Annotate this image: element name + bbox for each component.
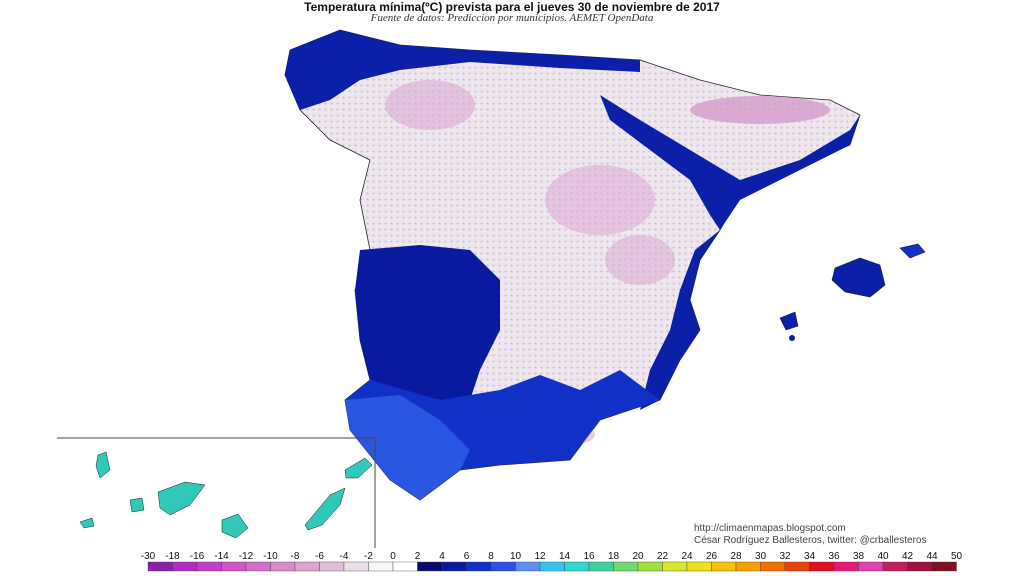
credits: http://climaenmapas.blogspot.com César R… bbox=[694, 523, 926, 547]
legend-tick-label: -4 bbox=[340, 551, 349, 562]
island-lanzarote bbox=[344, 457, 373, 479]
legend-swatch bbox=[392, 561, 418, 572]
legend-swatch bbox=[588, 561, 614, 572]
legend-swatch bbox=[662, 561, 688, 572]
island-gran-canaria bbox=[221, 513, 249, 539]
legend-swatch bbox=[294, 561, 320, 572]
legend-swatch bbox=[172, 561, 198, 572]
legend-swatch bbox=[417, 561, 443, 572]
legend-tick-label: 44 bbox=[926, 551, 938, 562]
island-mallorca bbox=[831, 257, 886, 298]
legend-tick-label: 40 bbox=[877, 551, 889, 562]
legend-swatch bbox=[907, 561, 933, 572]
legend-swatch bbox=[441, 561, 467, 572]
legend-tick-label: 24 bbox=[681, 551, 693, 562]
frost-zone-pyrenees bbox=[690, 96, 830, 124]
frost-zone-leon bbox=[385, 80, 475, 130]
frost-zone-soria bbox=[545, 165, 655, 235]
color-legend: -30 -18 -16 -14 -12 -10 -8 -6 -4 -2 0 2 4 6 8 10 12 14 16 1… bbox=[141, 551, 963, 572]
island-gomera bbox=[129, 497, 145, 513]
island-formentera bbox=[789, 335, 795, 341]
legend-swatch bbox=[147, 561, 173, 572]
island-ibiza bbox=[779, 311, 799, 331]
legend-swatch bbox=[931, 561, 957, 572]
legend-tick-label: -14 bbox=[214, 551, 229, 562]
legend-swatch bbox=[686, 561, 712, 572]
map-subtitle: Fuente de datos: Prediccion por municipi… bbox=[370, 12, 654, 24]
legend-swatch bbox=[735, 561, 761, 572]
legend-swatch bbox=[882, 561, 908, 572]
legend-tick-label: -2 bbox=[364, 551, 373, 562]
legend-swatch bbox=[196, 561, 222, 572]
canarias-inset-frame bbox=[57, 437, 376, 548]
legend-tick-label: 6 bbox=[464, 551, 470, 562]
island-fuerteventura bbox=[304, 487, 346, 531]
legend-swatch bbox=[711, 561, 737, 572]
island-menorca bbox=[899, 243, 926, 259]
legend-tick-label: 10 bbox=[510, 551, 522, 562]
legend-swatch bbox=[564, 561, 590, 572]
legend-tick-label: -18 bbox=[165, 551, 180, 562]
legend-tick-label: 8 bbox=[488, 551, 494, 562]
legend-swatch bbox=[784, 561, 810, 572]
legend-tick-label: -6 bbox=[315, 551, 324, 562]
legend-swatch bbox=[319, 561, 345, 572]
legend-tick-label: 22 bbox=[657, 551, 669, 562]
legend-swatch bbox=[539, 561, 565, 572]
legend-tick-label: 42 bbox=[902, 551, 914, 562]
island-la-palma bbox=[95, 451, 111, 479]
mild-zone-cantabrian bbox=[285, 30, 640, 110]
legend-swatch bbox=[270, 561, 296, 572]
legend-swatch bbox=[760, 561, 786, 572]
temperature-map bbox=[57, 29, 926, 548]
legend-tick-label: -12 bbox=[239, 551, 254, 562]
warm-zone-huelva-cadiz bbox=[345, 395, 470, 500]
legend-tick-label: 34 bbox=[804, 551, 816, 562]
frost-zone-teruel bbox=[605, 235, 675, 285]
mild-zone-extremadura bbox=[355, 245, 500, 400]
legend-swatch bbox=[613, 561, 639, 572]
legend-swatch bbox=[490, 561, 516, 572]
mild-zone-ebro bbox=[600, 95, 860, 230]
legend-tick-label: 0 bbox=[390, 551, 396, 562]
legend-swatch bbox=[515, 561, 541, 572]
legend-swatch bbox=[221, 561, 247, 572]
legend-tick-label: 38 bbox=[853, 551, 865, 562]
legend-tick-label: 36 bbox=[828, 551, 840, 562]
legend-tick-label: 4 bbox=[439, 551, 445, 562]
legend-tick-label: 30 bbox=[755, 551, 767, 562]
legend-swatch bbox=[343, 561, 369, 572]
blog-url: http://climaenmapas.blogspot.com bbox=[694, 523, 846, 534]
legend-tick-label: 2 bbox=[415, 551, 421, 562]
legend-tick-label: -30 bbox=[141, 551, 156, 562]
legend-swatch bbox=[368, 561, 394, 572]
legend-swatch bbox=[833, 561, 859, 572]
legend-swatch bbox=[858, 561, 884, 572]
legend-tick-label: 28 bbox=[730, 551, 742, 562]
legend-swatch bbox=[809, 561, 835, 572]
legend-swatch bbox=[245, 561, 271, 572]
legend-swatch bbox=[637, 561, 663, 572]
author-credit: César Rodríguez Ballesteros, twitter: @c… bbox=[694, 535, 927, 546]
legend-tick-label: -8 bbox=[291, 551, 300, 562]
legend-tick-label: 14 bbox=[559, 551, 571, 562]
legend-tick-label: 32 bbox=[779, 551, 791, 562]
legend-tick-label: -10 bbox=[263, 551, 278, 562]
island-hierro bbox=[79, 517, 95, 529]
legend-tick-label: -16 bbox=[190, 551, 205, 562]
legend-tick-label: 50 bbox=[951, 551, 963, 562]
legend-tick-label: 26 bbox=[706, 551, 718, 562]
legend-tick-label: 18 bbox=[608, 551, 620, 562]
mild-zone-levante bbox=[640, 230, 720, 410]
island-tenerife bbox=[157, 481, 206, 516]
legend-tick-label: 12 bbox=[534, 551, 546, 562]
legend-tick-label: 20 bbox=[632, 551, 644, 562]
map-title: Temperatura mínima(ºC) prevista para el … bbox=[304, 0, 720, 14]
legend-swatch bbox=[466, 561, 492, 572]
legend-tick-label: 16 bbox=[583, 551, 595, 562]
